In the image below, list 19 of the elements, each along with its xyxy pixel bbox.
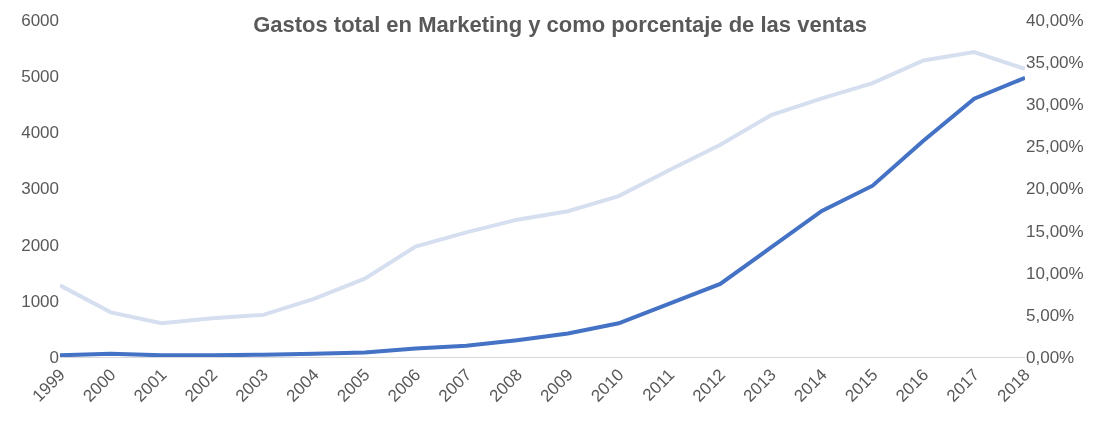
y-tick-label: 0 xyxy=(49,347,59,367)
y-tick-label: 5000 xyxy=(21,67,59,87)
line-series xyxy=(60,50,1025,326)
y2-tick-label: 5,00% xyxy=(1026,305,1075,325)
y2-tick-label: 40,00% xyxy=(1026,10,1084,30)
y-tick-label: 3000 xyxy=(21,179,59,199)
y-tick-label: 4000 xyxy=(21,123,59,143)
y2-tick-label: 15,00% xyxy=(1026,221,1084,241)
y2-tick-label: 35,00% xyxy=(1026,53,1084,73)
y-tick-label: 1000 xyxy=(21,291,59,311)
line-series xyxy=(60,75,1025,357)
y2-tick-label: 30,00% xyxy=(1026,95,1084,115)
chart-title: Gastos total en Marketing y como porcentaje de las ventas xyxy=(253,12,867,38)
y-tick-label: 6000 xyxy=(21,10,59,30)
y2-tick-label: 25,00% xyxy=(1026,137,1084,157)
y2-tick-label: 20,00% xyxy=(1026,179,1084,199)
y2-tick-label: 10,00% xyxy=(1026,263,1084,283)
y2-tick-label: 0,00% xyxy=(1026,347,1075,367)
y-tick-label: 2000 xyxy=(21,235,59,255)
